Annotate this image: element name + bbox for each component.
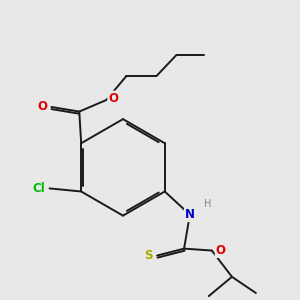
Text: O: O [108,92,118,105]
Text: O: O [38,100,48,113]
Text: O: O [216,244,226,257]
Text: S: S [144,249,152,262]
Text: H: H [203,199,211,209]
Text: Cl: Cl [32,182,45,195]
Text: N: N [185,208,195,221]
